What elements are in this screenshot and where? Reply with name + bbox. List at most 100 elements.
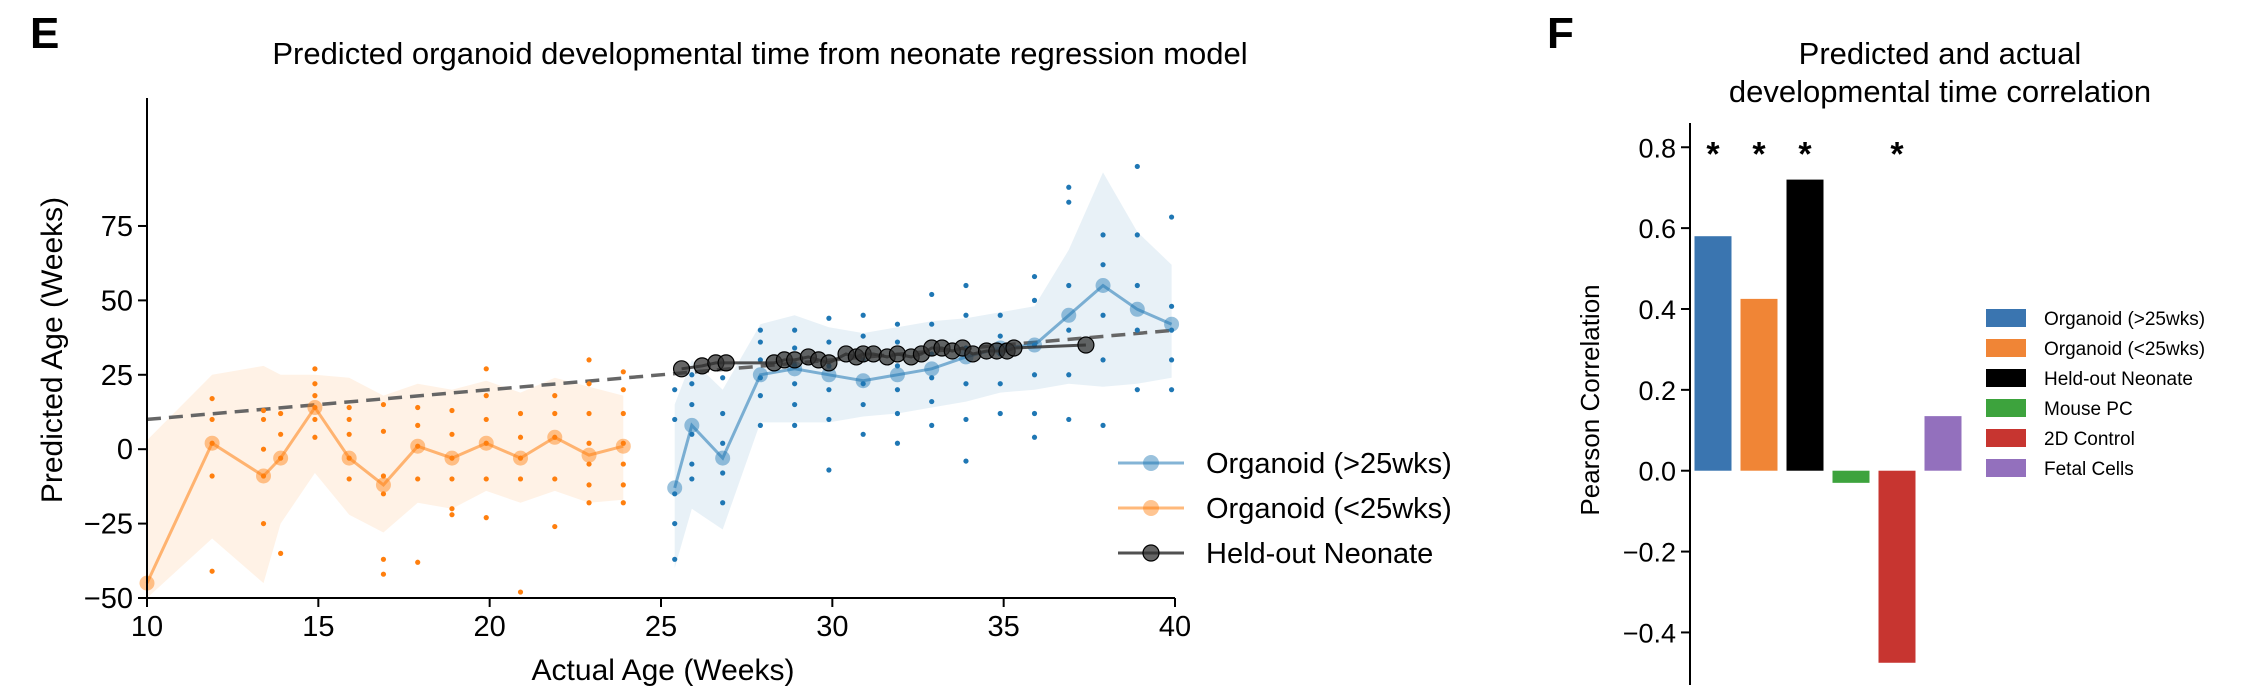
- panel-e: E Predicted organoid developmental time …: [30, 9, 1452, 687]
- panel-e-axes: 10 15 20 25 30 35 40 −50 −25 0 25 50 75: [84, 98, 1191, 643]
- legend-label-organoid-25wks: Organoid (<25wks): [2044, 339, 2205, 360]
- sample-point-organoid-25wks: [894, 321, 901, 327]
- mean-marker-organoid-25wks: [1129, 301, 1145, 317]
- sample-point-organoid-25wks: [586, 482, 592, 488]
- sample-point-organoid-25wks: [483, 416, 489, 423]
- sample-point-organoid-25wks: [483, 515, 489, 521]
- mean-marker-organoid-25wks: [478, 435, 494, 451]
- sample-point-organoid-25wks: [689, 476, 695, 482]
- panel-f-legend: Organoid (>25wks) Organoid (<25wks) Held-o…: [1986, 309, 2205, 480]
- significance-marker-held-out-neonate: *: [1798, 135, 1812, 173]
- panel-e-y-axis-label: Predicted Age (Weeks): [36, 197, 69, 503]
- sample-point-organoid-25wks: [1031, 434, 1038, 440]
- sample-point-organoid-25wks: [860, 333, 866, 339]
- sample-point-organoid-25wks: [860, 401, 866, 408]
- scatter-points: [209, 163, 1175, 595]
- sample-point-organoid-25wks: [1066, 199, 1072, 205]
- sample-point-organoid-25wks: [620, 440, 626, 446]
- sample-point-organoid-25wks: [689, 381, 695, 387]
- sample-point-organoid-25wks: [586, 440, 592, 446]
- sample-point-organoid-25wks: [929, 375, 935, 381]
- sample-point-organoid-25wks: [209, 473, 215, 479]
- sample-point-organoid-25wks: [517, 410, 524, 417]
- sample-point-organoid-25wks: [894, 339, 901, 345]
- mean-marker-held-out-neonate: [672, 360, 691, 378]
- legend-label-held-out-neonate: Held-out Neonate: [2044, 369, 2193, 390]
- sample-point-organoid-25wks: [346, 476, 352, 482]
- sample-point-organoid-25wks: [209, 395, 215, 402]
- sample-point-organoid-25wks: [1168, 357, 1175, 363]
- sample-point-organoid-25wks: [260, 520, 267, 527]
- legend-swatch-fetal-cells: [1986, 459, 2026, 477]
- y-tick-label: 0.2: [1638, 376, 1676, 406]
- sample-point-organoid-25wks: [483, 476, 489, 482]
- sample-point-organoid-25wks: [860, 381, 866, 387]
- sample-point-organoid-25wks: [963, 381, 969, 387]
- sample-point-organoid-25wks: [689, 401, 695, 408]
- mean-marker-organoid-25wks: [341, 450, 357, 466]
- panel-f-title: Predicted and actual developmental time c…: [1729, 36, 2151, 109]
- sample-point-organoid-25wks: [1031, 297, 1038, 303]
- legend-label-2d-control: 2D Control: [2044, 429, 2135, 450]
- legend-label-organoid-25wks: Organoid (<25wks): [1206, 493, 1452, 525]
- mean-marker-organoid-25wks: [1164, 316, 1180, 332]
- panel-f-title-line: developmental time correlation: [1729, 74, 2151, 109]
- panel-e-x-axis-label: Actual Age (Weeks): [532, 654, 795, 687]
- sample-point-organoid-25wks: [449, 506, 455, 512]
- legend-swatch-organoid-25wks: [1986, 339, 2026, 357]
- mean-marker-organoid-25wks: [547, 429, 563, 445]
- sample-point-organoid-25wks: [1031, 273, 1038, 280]
- legend-label-fetal-cells: Fetal Cells: [2044, 459, 2134, 480]
- sample-point-organoid-25wks: [929, 422, 935, 428]
- sample-point-organoid-25wks: [689, 372, 695, 378]
- y-tick-label: 0: [117, 434, 133, 466]
- y-tick-label: 50: [101, 285, 133, 317]
- sample-point-organoid-25wks: [1134, 232, 1140, 238]
- sample-point-organoid-25wks: [449, 407, 455, 414]
- confidence-bands: [147, 172, 1172, 598]
- sample-point-organoid-25wks: [894, 387, 901, 393]
- panel-f-y-axis-label: Pearson Correlation: [1575, 284, 1605, 515]
- sample-point-organoid-25wks: [1168, 327, 1175, 333]
- sample-point-organoid-25wks: [312, 393, 318, 399]
- sample-point-organoid-25wks: [415, 422, 421, 428]
- y-tick-label: −0.4: [1623, 618, 1676, 648]
- sample-point-organoid-25wks: [720, 500, 726, 506]
- mean-marker-held-out-neonate: [1077, 336, 1095, 354]
- bar-organoid-25wks: [1740, 298, 1778, 471]
- legend-marker-held-out-neonate: [1142, 544, 1160, 562]
- sample-point-organoid-25wks: [860, 312, 866, 318]
- sample-point-organoid-25wks: [1031, 410, 1038, 417]
- legend-label-organoid-25wks: Organoid (>25wks): [2044, 309, 2205, 330]
- sample-point-organoid-25wks: [826, 467, 832, 473]
- mean-marker-organoid-25wks: [273, 450, 289, 466]
- sample-point-organoid-25wks: [517, 434, 524, 440]
- sample-point-organoid-25wks: [1100, 357, 1106, 363]
- mean-marker-organoid-25wks: [1061, 307, 1077, 323]
- sample-point-organoid-25wks: [1066, 372, 1072, 378]
- mean-line-organoid-25wks: [145, 404, 624, 584]
- mean-marker-organoid-25wks: [513, 450, 529, 466]
- sample-point-organoid-25wks: [792, 401, 798, 408]
- panel-e-label: E: [30, 9, 59, 58]
- mean-marker-held-out-neonate: [1005, 339, 1023, 357]
- mean-line-organoid-25wks: [673, 283, 1173, 489]
- sample-point-organoid-25wks: [792, 327, 798, 333]
- sample-point-organoid-25wks: [380, 491, 387, 497]
- x-tick-label: 30: [816, 611, 848, 643]
- sample-point-organoid-25wks: [346, 416, 352, 423]
- sample-point-organoid-25wks: [517, 589, 524, 595]
- sample-point-organoid-25wks: [1100, 262, 1106, 268]
- legend-swatch-organoid-25wks: [1986, 309, 2026, 327]
- sample-point-organoid-25wks: [449, 431, 455, 437]
- sample-point-organoid-25wks: [894, 410, 901, 417]
- sample-point-organoid-25wks: [380, 428, 387, 434]
- mean-marker-organoid-25wks: [715, 450, 731, 466]
- sample-point-organoid-25wks: [672, 520, 678, 527]
- sample-point-organoid-25wks: [997, 381, 1003, 387]
- sample-point-organoid-25wks: [929, 321, 935, 327]
- sample-point-organoid-25wks: [260, 446, 267, 452]
- mean-marker-organoid-25wks: [752, 367, 768, 383]
- sample-point-organoid-25wks: [1168, 303, 1175, 309]
